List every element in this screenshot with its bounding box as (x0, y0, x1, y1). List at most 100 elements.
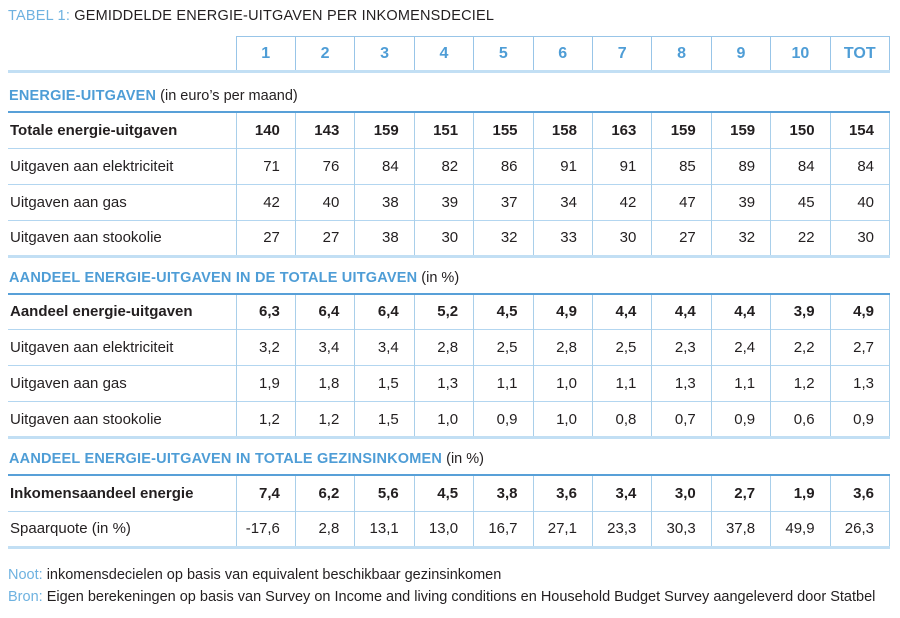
value-cell: 84 (354, 147, 415, 184)
value-cell: 82 (413, 147, 474, 184)
value-cell: 159 (354, 111, 415, 148)
source-label: Bron: (8, 588, 43, 605)
value-cell: 3,4 (354, 329, 415, 366)
value-cell: 4,5 (473, 292, 534, 330)
row-label: Uitgaven aan stookolie (8, 401, 236, 439)
value-cell: 49,9 (770, 510, 831, 549)
value-cell: 16,7 (473, 510, 534, 549)
section-heading-suffix: (in %) (417, 269, 460, 286)
value-cell: 1,2 (235, 401, 296, 439)
row-label-column-spacer (8, 36, 236, 72)
value-cell: 76 (294, 147, 355, 184)
value-cell: 27 (235, 219, 296, 258)
row-label: Spaarquote (in %) (8, 510, 236, 549)
table-notes: Noot: inkomensdecielen op basis van equi… (8, 564, 892, 608)
value-cell: 38 (354, 219, 415, 258)
table-row: Uitgaven aan stookolie 1,2 1,2 1,5 1,0 0,9 1,0… (8, 401, 891, 439)
value-cell: 1,2 (770, 365, 831, 402)
value-cell: 2,4 (710, 329, 771, 366)
value-cell: 6,3 (235, 292, 296, 330)
value-cell: 13,0 (413, 510, 474, 549)
value-cell: 26,3 (829, 510, 891, 549)
section-heading-row: AANDEEL ENERGIE-UITGAVEN IN TOTALE GEZIN… (8, 438, 890, 476)
value-cell: 71 (235, 147, 296, 184)
value-cell: 27 (294, 219, 355, 258)
value-cell: 38 (354, 183, 415, 220)
column-header: TOT (829, 36, 891, 72)
section-heading: AANDEEL ENERGIE-UITGAVEN IN TOTALE GEZIN… (8, 438, 890, 476)
row-label: Inkomensaandeel energie (8, 474, 236, 511)
table-number-label: TABEL 1: (8, 8, 71, 24)
value-cell: 4,4 (591, 292, 652, 330)
value-cell: 91 (532, 147, 593, 184)
value-cell: 0,9 (710, 401, 771, 439)
value-cell: 4,9 (532, 292, 593, 330)
value-cell: 5,6 (354, 474, 415, 511)
source-line: Bron: Eigen berekeningen op basis van Su… (8, 586, 892, 608)
column-header: 5 (473, 36, 534, 72)
value-cell: 2,7 (710, 474, 771, 511)
value-cell: 155 (473, 111, 534, 148)
value-cell: 1,9 (235, 365, 296, 402)
value-cell: 84 (829, 147, 891, 184)
value-cell: 0,8 (591, 401, 652, 439)
value-cell: 27 (651, 219, 712, 258)
value-cell: 1,2 (294, 401, 355, 439)
table-row: Totale energie-uitgaven 140 143 159 151 155 15… (8, 111, 891, 148)
value-cell: 0,6 (770, 401, 831, 439)
column-header: 7 (591, 36, 653, 72)
table-row: Uitgaven aan stookolie 27 27 38 30 32 33 30 27 32… (8, 219, 891, 258)
value-cell: 3,4 (294, 329, 355, 366)
value-cell: 1,1 (591, 365, 652, 402)
value-cell: 2,7 (829, 329, 891, 366)
value-cell: 140 (235, 111, 296, 148)
column-header: 3 (354, 36, 415, 72)
value-cell: 84 (770, 147, 831, 184)
value-cell: 1,3 (413, 365, 474, 402)
value-cell: 6,4 (294, 292, 355, 330)
row-label: Uitgaven aan elektriciteit (8, 329, 236, 366)
value-cell: 37 (473, 183, 534, 220)
value-cell: 22 (770, 219, 831, 258)
value-cell: 150 (770, 111, 831, 148)
row-label: Uitgaven aan elektriciteit (8, 147, 236, 184)
table-title: TABEL 1: GEMIDDELDE ENERGIE-UITGAVEN PER… (8, 8, 892, 24)
section-heading: ENERGIE-UITGAVEN (in euro’s per maand) (8, 76, 890, 112)
decile-table: 1 2 3 4 5 6 7 8 9 10 TOT ENERGIE-UITGAVEN (in euro… (8, 36, 891, 549)
value-cell: 3,6 (532, 474, 593, 511)
value-cell: 143 (294, 111, 355, 148)
value-cell: 1,0 (532, 401, 593, 439)
value-cell: 32 (710, 219, 771, 258)
note-line: Noot: inkomensdecielen op basis van equi… (8, 564, 892, 586)
value-cell: 3,0 (651, 474, 712, 511)
value-cell: 39 (710, 183, 771, 220)
table-body: ENERGIE-UITGAVEN (in euro’s per maand) To… (8, 70, 891, 549)
value-cell: 158 (532, 111, 593, 148)
value-cell: 159 (651, 111, 712, 148)
section-heading-suffix: (in euro’s per maand) (156, 88, 298, 104)
value-cell: 32 (473, 219, 534, 258)
value-cell: 1,5 (354, 365, 415, 402)
value-cell: 1,0 (413, 401, 474, 439)
source-text: Eigen berekeningen op basis van Survey o… (46, 588, 876, 605)
value-cell: 6,4 (354, 292, 415, 330)
section-heading-title: ENERGIE-UITGAVEN (9, 88, 157, 104)
note-label: Noot: (8, 566, 43, 583)
value-cell: 34 (532, 183, 593, 220)
value-cell: 2,2 (770, 329, 831, 366)
value-cell: 1,1 (473, 365, 534, 402)
table-title-text: GEMIDDELDE ENERGIE-UITGAVEN PER INKOMENS… (74, 8, 495, 24)
section-heading-row: AANDEEL ENERGIE-UITGAVEN IN DE TOTALE UI… (8, 256, 890, 294)
value-cell: 30 (591, 219, 652, 258)
value-cell: 1,9 (770, 474, 831, 511)
value-cell: 0,9 (473, 401, 534, 439)
value-cell: 1,8 (294, 365, 355, 402)
column-header: 2 (294, 36, 356, 72)
value-cell: 2,8 (532, 329, 593, 366)
value-cell: 0,7 (651, 401, 712, 439)
column-header: 10 (770, 36, 831, 72)
column-header: 6 (532, 36, 593, 72)
value-cell: 86 (473, 147, 534, 184)
value-cell: 42 (591, 183, 652, 220)
